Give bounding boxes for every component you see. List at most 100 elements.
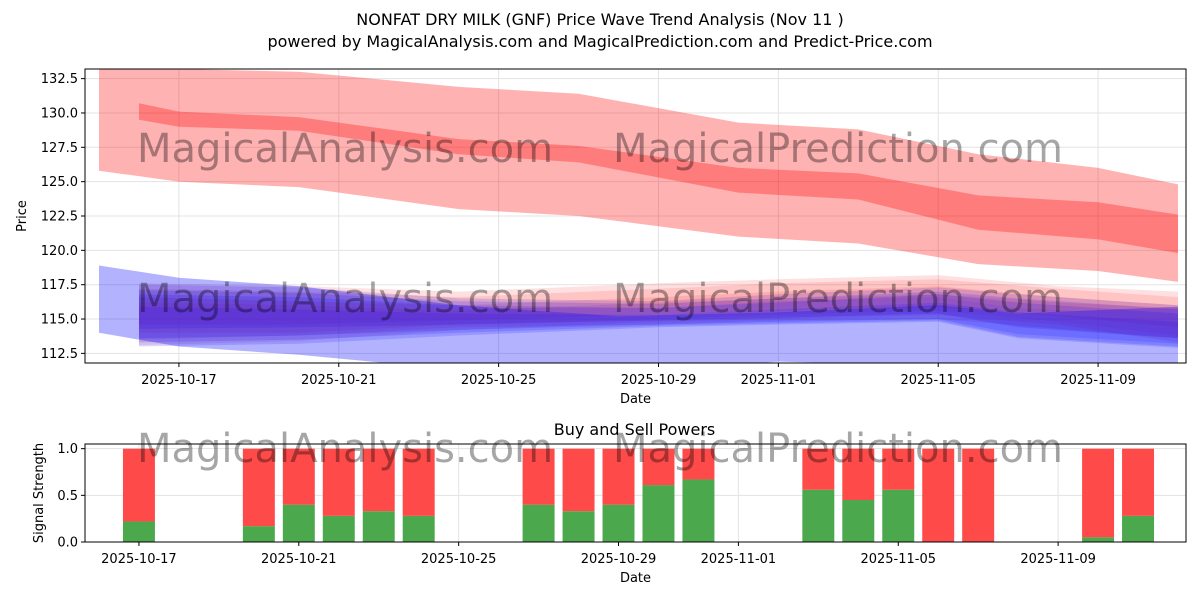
- buy-bar: [402, 515, 435, 542]
- signal-x-axis-label: Date: [620, 571, 651, 586]
- sell-bar: [242, 448, 275, 527]
- red-trend-line: [139, 103, 1178, 254]
- blue-outer-band: [99, 265, 1178, 363]
- buy-bar: [242, 526, 275, 542]
- sell-bar: [1122, 448, 1155, 516]
- y-tick-label: 115.0: [41, 313, 78, 328]
- price-x-ticks: 2025-10-17 2025-10-21 2025-10-25 2025-10-29…: [141, 363, 1136, 388]
- x-tick-label: 2025-11-09: [1020, 552, 1096, 567]
- purple-core-band: [139, 297, 1178, 337]
- sell-bar: [962, 448, 995, 542]
- x-tick-label: 2025-11-01: [741, 373, 817, 388]
- sell-bar: [922, 448, 955, 542]
- red-small-band-1: [139, 279, 1178, 346]
- price-y-axis-label: Price: [15, 200, 30, 232]
- price-watermarks: MagicalAnalysis.com MagicalPrediction.co…: [137, 126, 1063, 322]
- x-tick-label: 2025-10-29: [621, 373, 697, 388]
- x-tick-label: 2025-10-25: [421, 552, 497, 567]
- price-grid: [85, 69, 1186, 363]
- sell-bar: [362, 448, 395, 512]
- x-tick-label: 2025-10-29: [581, 552, 657, 567]
- y-tick-label: 127.5: [41, 141, 78, 156]
- blue-small-band-2: [139, 294, 1178, 344]
- buy-bar: [282, 504, 315, 542]
- sell-bar: [122, 448, 155, 522]
- sell-bar: [802, 448, 835, 490]
- y-tick-label: 0.5: [57, 489, 78, 504]
- x-tick-label: 2025-10-21: [301, 373, 377, 388]
- buy-bar: [602, 504, 635, 542]
- signal-panel-title: Buy and Sell Powers: [554, 420, 716, 439]
- x-tick-label: 2025-10-17: [141, 373, 217, 388]
- signal-y-axis-label: Signal Strength: [32, 443, 47, 543]
- buy-bar: [1082, 537, 1115, 542]
- x-tick-label: 2025-10-25: [461, 373, 537, 388]
- buy-bar: [642, 485, 675, 542]
- y-tick-label: 120.0: [41, 244, 78, 259]
- buy-bar: [362, 511, 395, 542]
- red-small-band-2: [139, 286, 1178, 336]
- y-tick-label: 122.5: [41, 210, 78, 225]
- price-x-axis-label: Date: [620, 392, 651, 407]
- buy-bar: [522, 504, 555, 542]
- blue-small-band-1: [139, 284, 1178, 348]
- blue-small-band-4: [139, 290, 1178, 347]
- x-tick-label: 2025-11-05: [860, 552, 936, 567]
- sell-bar: [882, 448, 915, 490]
- signal-x-ticks: 2025-10-17 2025-10-21 2025-10-25 2025-10-29…: [101, 542, 1096, 567]
- sell-bar: [602, 448, 635, 505]
- buy-bar: [682, 479, 715, 542]
- watermark-text: MagicalAnalysis.com: [137, 426, 553, 472]
- y-tick-label: 130.0: [41, 106, 78, 121]
- buy-bar: [882, 489, 915, 542]
- watermark-text: MagicalAnalysis.com: [137, 276, 553, 322]
- sell-bar: [562, 448, 595, 512]
- watermark-text: MagicalPrediction.com: [613, 426, 1063, 472]
- buy-bar: [122, 521, 155, 542]
- y-tick-label: 132.5: [41, 72, 78, 87]
- red-outer-band: [99, 69, 1178, 282]
- buy-bar: [1122, 515, 1155, 542]
- sell-bar: [282, 448, 315, 505]
- sell-bar: [842, 448, 875, 500]
- y-tick-label: 1.0: [57, 442, 78, 457]
- buy-bar: [562, 511, 595, 542]
- buy-bar: [322, 515, 355, 542]
- y-tick-label: 125.0: [41, 175, 78, 190]
- signal-y-ticks: 0.0 0.5 1.0: [57, 442, 85, 551]
- sell-bar: [682, 448, 715, 480]
- price-y-ticks: 112.5 115.0 117.5 120.0 122.5 125.0 127.5 130.0…: [41, 72, 85, 362]
- sell-bar: [642, 448, 675, 486]
- x-tick-label: 2025-10-17: [101, 552, 177, 567]
- y-tick-label: 117.5: [41, 278, 78, 293]
- sell-bar: [1082, 448, 1115, 538]
- watermark-text: MagicalPrediction.com: [613, 276, 1063, 322]
- sell-bar: [402, 448, 435, 516]
- sell-bar: [322, 448, 355, 516]
- price-panel: MagicalAnalysis.com MagicalPrediction.co…: [15, 68, 1187, 407]
- red-small-band-3: [139, 275, 1178, 340]
- chart-title: NONFAT DRY MILK (GNF) Price Wave Trend A…: [356, 10, 844, 29]
- signal-watermarks: MagicalAnalysis.com MagicalPrediction.co…: [137, 426, 1063, 472]
- x-tick-label: 2025-11-05: [900, 373, 976, 388]
- x-tick-label: 2025-11-09: [1060, 373, 1136, 388]
- price-bands: [99, 69, 1178, 363]
- blue-small-band-3: [139, 302, 1178, 339]
- buy-bar: [802, 489, 835, 542]
- sell-bar: [522, 448, 555, 505]
- watermark-text: MagicalAnalysis.com: [137, 126, 553, 172]
- watermark-text: MagicalPrediction.com: [613, 126, 1063, 172]
- signal-panel: Buy and Sell Powers MagicalAnalysis.com …: [32, 420, 1187, 586]
- x-tick-label: 2025-11-01: [701, 552, 777, 567]
- red-small-band-4: [139, 294, 1178, 328]
- signal-plot-frame: [84, 443, 1187, 543]
- chart-subtitle: powered by MagicalAnalysis.com and Magic…: [267, 32, 933, 51]
- x-tick-label: 2025-10-21: [261, 552, 337, 567]
- y-tick-label: 0.0: [57, 536, 78, 551]
- price-plot-frame: [84, 68, 1187, 364]
- y-tick-label: 112.5: [41, 347, 78, 362]
- signal-bars: [122, 448, 1155, 542]
- buy-bar: [842, 500, 875, 542]
